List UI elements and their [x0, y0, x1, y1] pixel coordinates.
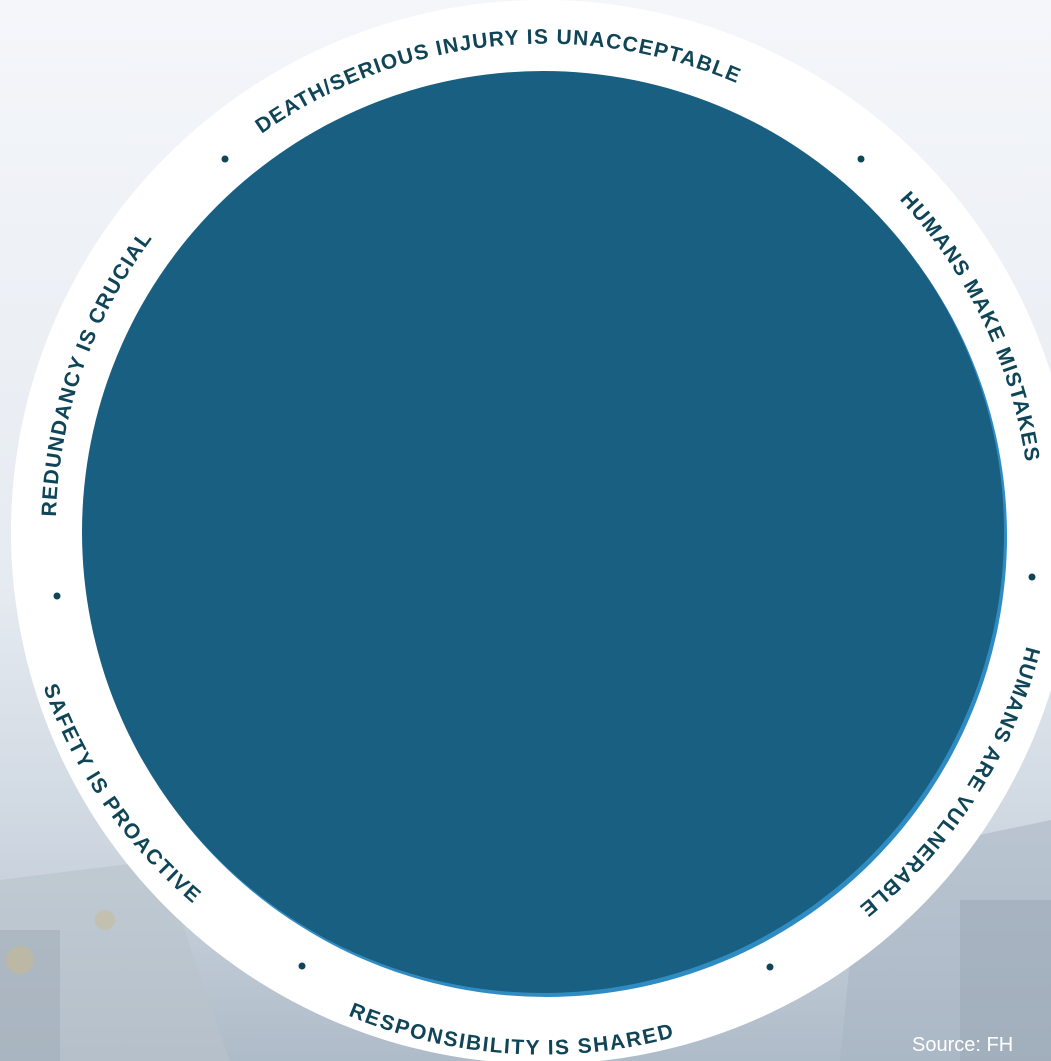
inner-circle [82, 71, 1004, 993]
source-caption: Source: FH [912, 1034, 1014, 1056]
separator-dot [766, 963, 774, 971]
separator-dot [298, 962, 306, 970]
separator-dot [53, 592, 61, 600]
separator-dot [221, 155, 229, 163]
separator-dot [1028, 573, 1036, 581]
separator-dot [857, 155, 865, 163]
